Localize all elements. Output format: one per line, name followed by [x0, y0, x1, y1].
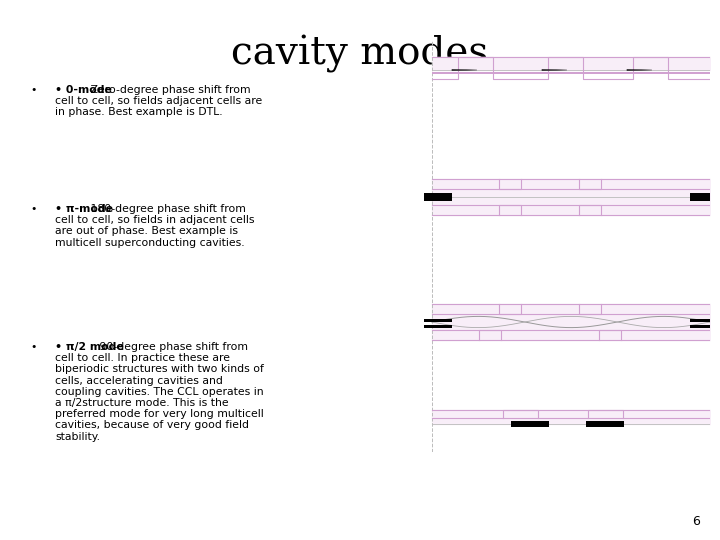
Text: preferred mode for very long multicell: preferred mode for very long multicell	[55, 409, 264, 419]
Text: stability.: stability.	[55, 431, 100, 442]
Bar	[424, 193, 452, 201]
Text: cells, accelerating cavities and: cells, accelerating cavities and	[55, 376, 223, 386]
Text: a π/2structure mode. This is the: a π/2structure mode. This is the	[55, 398, 229, 408]
Text: multicell superconducting cavities.: multicell superconducting cavities.	[55, 238, 245, 248]
Bar	[690, 193, 718, 201]
Text: are out of phase. Best example is: are out of phase. Best example is	[55, 226, 238, 237]
Text: Zero-degree phase shift from: Zero-degree phase shift from	[87, 85, 251, 95]
Bar	[586, 421, 624, 427]
Text: cell to cell, so fields in adjacent cells: cell to cell, so fields in adjacent cell…	[55, 215, 254, 225]
Text: cavities, because of very good field: cavities, because of very good field	[55, 421, 249, 430]
Polygon shape	[542, 70, 567, 71]
Text: • 0-mode: • 0-mode	[55, 85, 112, 95]
Text: 180-degree phase shift from: 180-degree phase shift from	[87, 204, 246, 214]
Bar	[511, 421, 549, 427]
Text: 6: 6	[692, 515, 700, 528]
Text: • π/2 mode: • π/2 mode	[55, 342, 124, 352]
Bar	[690, 325, 718, 328]
Polygon shape	[452, 70, 477, 71]
Text: in phase. Best example is DTL.: in phase. Best example is DTL.	[55, 107, 222, 117]
Text: •: •	[30, 85, 37, 95]
Text: cell to cell. In practice these are: cell to cell. In practice these are	[55, 353, 230, 363]
Bar	[424, 319, 452, 322]
Text: coupling cavities. The CCL operates in: coupling cavities. The CCL operates in	[55, 387, 264, 397]
Bar	[424, 325, 452, 328]
Text: 90-degree phase shift from: 90-degree phase shift from	[96, 342, 248, 352]
Bar	[690, 319, 718, 322]
Polygon shape	[627, 70, 652, 71]
Text: biperiodic structures with two kinds of: biperiodic structures with two kinds of	[55, 364, 264, 374]
Text: cell to cell, so fields adjacent cells are: cell to cell, so fields adjacent cells a…	[55, 96, 262, 106]
Text: cavity modes: cavity modes	[231, 35, 489, 73]
Text: • π-mode: • π-mode	[55, 204, 113, 214]
Text: •: •	[30, 342, 37, 352]
Text: •: •	[30, 204, 37, 214]
